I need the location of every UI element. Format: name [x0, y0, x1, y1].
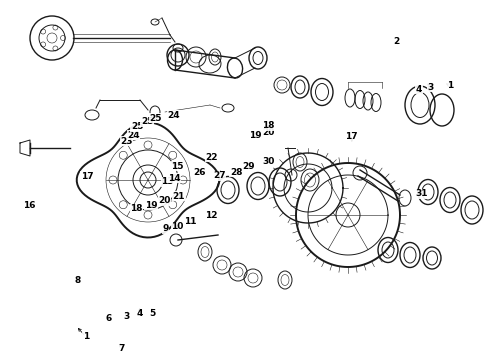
Text: 19: 19	[145, 201, 157, 210]
Text: 29: 29	[243, 162, 255, 171]
Text: 20: 20	[158, 197, 171, 205]
Text: 5: 5	[149, 309, 155, 318]
Text: 24: 24	[127, 130, 140, 139]
Text: 9: 9	[162, 224, 169, 233]
Text: 1: 1	[83, 332, 89, 341]
Text: 25: 25	[131, 122, 144, 131]
Text: 10: 10	[171, 222, 184, 231]
Text: 12: 12	[205, 211, 218, 220]
Text: 1: 1	[447, 81, 453, 90]
Text: 15: 15	[171, 162, 184, 171]
Text: 18: 18	[130, 204, 143, 213]
Text: 27: 27	[213, 171, 226, 180]
Text: 30: 30	[262, 157, 275, 166]
Text: 3: 3	[427, 83, 433, 91]
Text: 21: 21	[172, 192, 185, 201]
Text: 4: 4	[136, 309, 143, 318]
Text: 28: 28	[230, 167, 243, 176]
Text: 25: 25	[149, 113, 162, 122]
Text: 4: 4	[416, 85, 422, 94]
Text: 11: 11	[184, 217, 196, 226]
Text: 14: 14	[168, 174, 180, 183]
Text: 6: 6	[106, 314, 112, 323]
Text: 26: 26	[194, 167, 206, 176]
Text: 19: 19	[249, 130, 262, 139]
Text: 23: 23	[120, 136, 133, 145]
Text: 17: 17	[81, 172, 94, 181]
Text: 7: 7	[118, 343, 125, 353]
Text: 20: 20	[262, 128, 275, 137]
Text: 25: 25	[141, 117, 153, 126]
Text: 16: 16	[23, 201, 36, 210]
Text: 24: 24	[168, 111, 180, 120]
Text: 17: 17	[345, 132, 358, 141]
Text: 13: 13	[161, 177, 174, 186]
Text: 8: 8	[74, 276, 80, 285]
Text: 31: 31	[415, 189, 428, 198]
Text: 22: 22	[205, 153, 218, 162]
Text: 2: 2	[393, 37, 399, 46]
Text: 18: 18	[262, 122, 275, 130]
Text: 3: 3	[123, 312, 129, 321]
